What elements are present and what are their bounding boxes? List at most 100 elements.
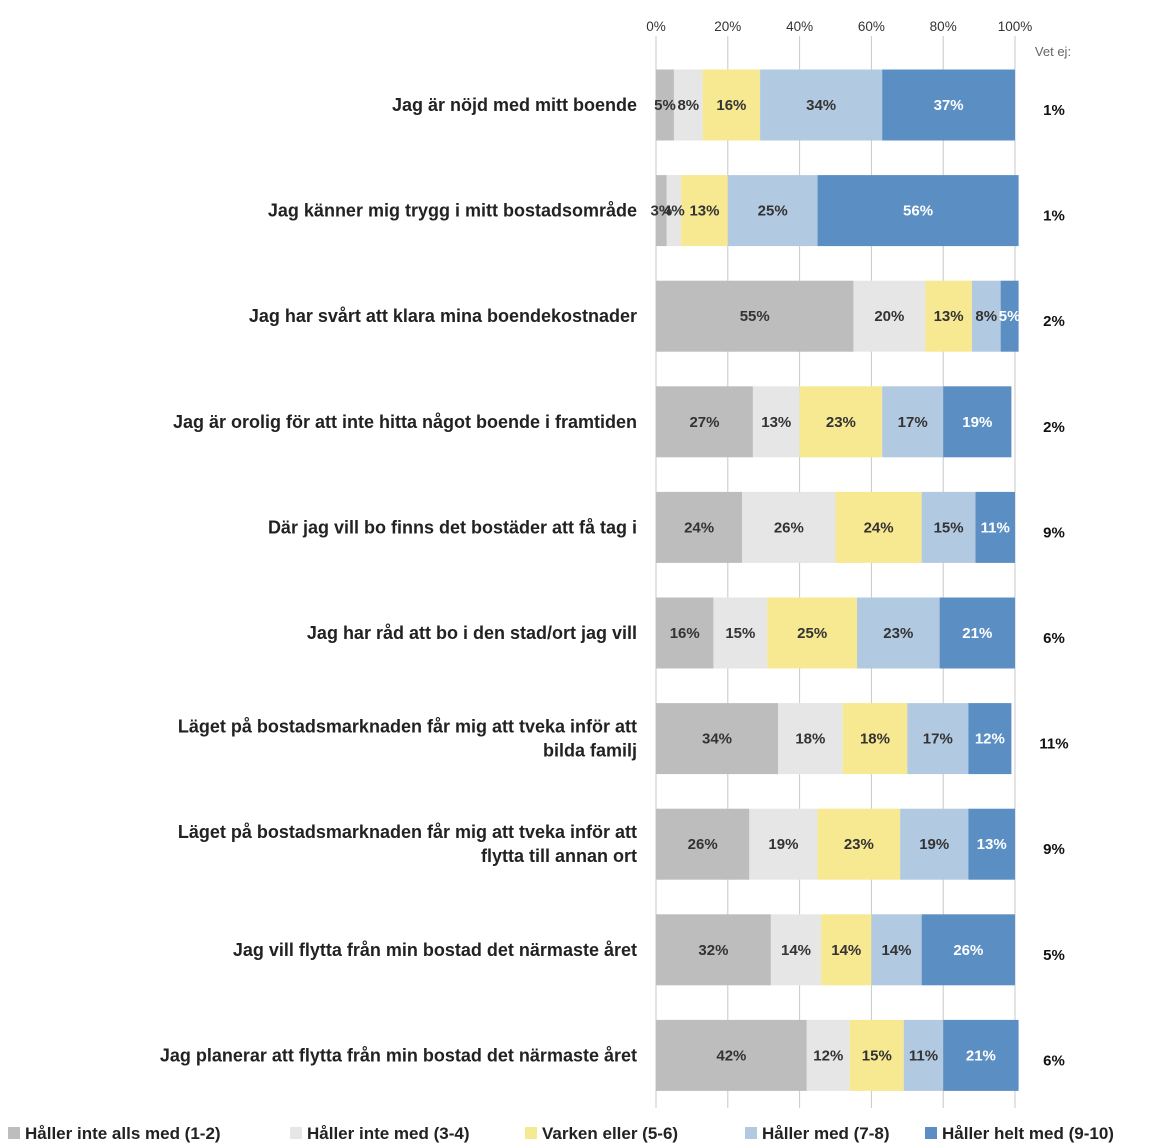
segment-label: 26% xyxy=(774,519,804,536)
category-label: flytta till annan ort xyxy=(481,846,637,866)
bar-segment xyxy=(968,808,1015,880)
bar-segment xyxy=(907,703,969,775)
bar-segment xyxy=(656,703,779,775)
legend-swatch xyxy=(290,1127,302,1139)
vet-ej-values: 1% 1% 2% 2% 9% 6% 11% 9% 5% 6% xyxy=(1039,102,1068,1069)
legend-label: Varken eller (5-6) xyxy=(542,1124,678,1143)
bar-segment xyxy=(752,386,800,458)
segment-label: 23% xyxy=(844,836,874,853)
segment-label: 15% xyxy=(862,1047,892,1064)
segment-label: 14% xyxy=(882,942,912,959)
bar-segment xyxy=(817,175,1019,247)
segment-label: 26% xyxy=(953,942,983,959)
bar-segment xyxy=(943,1019,1019,1091)
bar-segment xyxy=(749,808,818,880)
bar-segment xyxy=(857,597,940,669)
category-label: Jag känner mig trygg i mitt bostadsområd… xyxy=(268,201,637,221)
segment-label: 17% xyxy=(898,414,928,431)
category-label: Jag är nöjd med mitt boende xyxy=(392,95,637,115)
segment-label: 19% xyxy=(962,414,992,431)
segment-label: 18% xyxy=(860,731,890,748)
vet-ej-header: Vet ej: xyxy=(1035,44,1071,59)
category-label: Jag har svårt att klara mina boendekostn… xyxy=(249,306,637,326)
vet-ej-value: 9% xyxy=(1043,524,1065,541)
segment-label: 12% xyxy=(975,731,1005,748)
segment-label: 5% xyxy=(654,97,676,114)
segment-label: 15% xyxy=(725,625,755,642)
category-label: Där jag vill bo finns det bostäder att f… xyxy=(268,517,637,537)
category-label: Jag planerar att flytta från min bostad … xyxy=(160,1045,637,1065)
category-label: Jag vill flytta från min bostad det närm… xyxy=(233,940,637,960)
vet-ej-value: 5% xyxy=(1043,947,1065,964)
category-labels: Jag är nöjd med mitt boende Jag känner mi… xyxy=(160,95,637,1065)
legend-swatch xyxy=(525,1127,537,1139)
segment-label: 4% xyxy=(663,203,685,220)
bar-segment xyxy=(817,808,901,880)
bar-segment xyxy=(903,1019,944,1091)
bar-segment xyxy=(882,386,944,458)
segment-label: 24% xyxy=(684,519,714,536)
bar-segment xyxy=(770,914,822,986)
bar-segment xyxy=(849,1019,904,1091)
bar-segment xyxy=(656,808,750,880)
bar-segment xyxy=(842,703,908,775)
segment-label: 8% xyxy=(975,308,997,325)
segment-label: 13% xyxy=(934,308,964,325)
segment-label: 34% xyxy=(806,97,836,114)
bar-segment xyxy=(806,1019,850,1091)
segment-label: 14% xyxy=(831,942,861,959)
x-axis-ticks: 0% 20% 40% 60% 80% 100% xyxy=(646,19,1032,34)
segment-label: 25% xyxy=(797,625,827,642)
bar-segment xyxy=(727,175,818,247)
segment-label: 56% xyxy=(903,203,933,220)
segment-label: 13% xyxy=(977,836,1007,853)
bar-segment xyxy=(742,491,836,563)
legend-swatch xyxy=(925,1127,937,1139)
bar-segment xyxy=(921,914,1015,986)
segment-label: 55% xyxy=(740,308,770,325)
segment-label: 26% xyxy=(688,836,718,853)
segment-label: 19% xyxy=(768,836,798,853)
bar-segment xyxy=(921,491,976,563)
segment-label: 32% xyxy=(698,942,728,959)
bar-segment xyxy=(1000,280,1019,352)
bar-segment xyxy=(821,914,872,986)
bar-segment xyxy=(778,703,843,775)
segment-label: 18% xyxy=(795,731,825,748)
segment-labels: 5% 8% 16% 34% 37%3%4% 13% 25% 56%55% 20% 13% 8% 5%2… xyxy=(651,97,1021,1064)
segment-label: 13% xyxy=(761,414,791,431)
bar-segments xyxy=(656,69,1019,1091)
x-tick-label: 0% xyxy=(646,19,666,34)
x-tick-label: 80% xyxy=(930,19,957,34)
vet-ej-value: 9% xyxy=(1043,841,1065,858)
bar-segment xyxy=(939,597,1015,669)
segment-label: 34% xyxy=(702,731,732,748)
x-tick-label: 100% xyxy=(998,19,1033,34)
vet-ej-value: 6% xyxy=(1043,630,1065,647)
segment-label: 17% xyxy=(923,731,953,748)
x-tick-label: 40% xyxy=(786,19,813,34)
segment-label: 24% xyxy=(864,519,894,536)
x-tick-label: 60% xyxy=(858,19,885,34)
bar-segment xyxy=(760,69,883,141)
bar-segment xyxy=(656,597,714,669)
segment-label: 5% xyxy=(999,308,1021,325)
segment-label: 42% xyxy=(716,1047,746,1064)
segment-label: 27% xyxy=(689,414,719,431)
bar-segment xyxy=(799,386,883,458)
segment-label: 16% xyxy=(716,97,746,114)
legend-label: Håller inte med (3-4) xyxy=(307,1124,470,1143)
vet-ej-value: 1% xyxy=(1043,208,1065,225)
vet-ej-value: 1% xyxy=(1043,102,1065,119)
bar-segment xyxy=(656,280,854,352)
legend-label: Håller inte alls med (1-2) xyxy=(25,1124,221,1143)
segment-label: 25% xyxy=(758,203,788,220)
bar-segment xyxy=(656,1019,807,1091)
segment-label: 23% xyxy=(826,414,856,431)
bar-segment xyxy=(925,280,972,352)
bar-segment xyxy=(871,914,922,986)
category-label: Läget på bostadsmarknaden får mig att tv… xyxy=(178,822,637,842)
bar-segment xyxy=(681,175,728,247)
bar-segment xyxy=(702,69,761,141)
bar-segment xyxy=(968,703,1012,775)
